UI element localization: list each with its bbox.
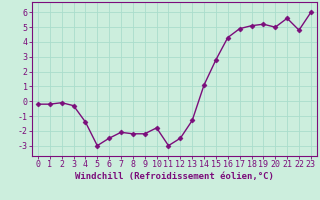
X-axis label: Windchill (Refroidissement éolien,°C): Windchill (Refroidissement éolien,°C) [75, 172, 274, 181]
